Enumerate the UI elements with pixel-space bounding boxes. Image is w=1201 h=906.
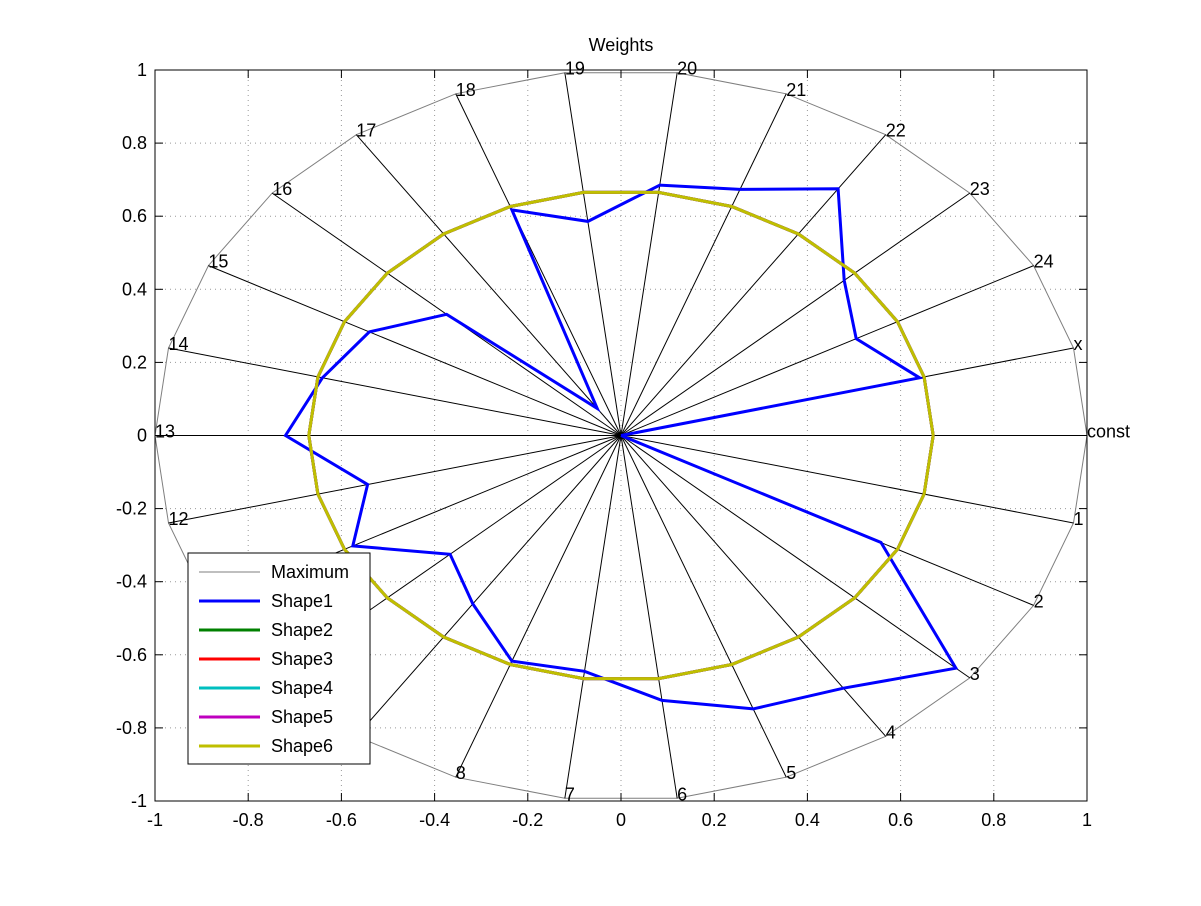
spoke-line (564, 435, 622, 799)
spoke-label: 22 (886, 121, 906, 141)
legend-label: Shape2 (271, 620, 333, 640)
spoke-line (620, 435, 678, 799)
spoke-label: 23 (970, 179, 990, 199)
spoke-label: 17 (356, 121, 376, 141)
x-tick-label: 0.8 (981, 810, 1006, 830)
spoke-line (620, 435, 887, 737)
x-tick-label: 1 (1082, 810, 1092, 830)
spoke-line (620, 134, 887, 436)
spoke-label: 7 (565, 784, 575, 804)
spoke-line (620, 265, 1034, 436)
y-tick-label: 0.2 (122, 352, 147, 372)
spoke-label: 2 (1034, 591, 1044, 611)
spoke-line (355, 435, 622, 737)
legend-label: Shape3 (271, 649, 333, 669)
y-tick-label: 0.4 (122, 279, 147, 299)
spoke-line (620, 93, 787, 436)
spoke-line (455, 435, 622, 778)
legend-items: Maximum Shape1 Shape2 Shape3 Shape4 Shape5 Sha… (199, 562, 349, 756)
spoke-line (620, 435, 1074, 524)
y-tick-label: -0.4 (116, 572, 147, 592)
spoke-label: 16 (272, 179, 292, 199)
legend-label: Shape1 (271, 591, 333, 611)
spoke-label: x (1073, 334, 1082, 354)
spoke-line (355, 134, 622, 436)
spoke-label: 15 (208, 252, 228, 272)
legend-label: Shape6 (271, 736, 333, 756)
y-tick-label: 0 (137, 426, 147, 446)
legend: Maximum Shape1 Shape2 Shape3 Shape4 Shape5 Sha… (187, 552, 371, 765)
spoke-label: 13 (155, 422, 175, 442)
tick-marks: -1 -0.8 -0.6 -0.4 -0.2 0 0.2 0.4 0.6 0.8 1 -1 -0.8 -0… (116, 60, 1092, 830)
x-tick-label: 0.4 (795, 810, 820, 830)
y-tick-label: -0.8 (116, 718, 147, 738)
spoke-label: 12 (169, 509, 189, 529)
spoke-line (168, 347, 622, 436)
series-line-shape6 (307, 190, 935, 681)
y-tick-label: -1 (131, 791, 147, 811)
spoke-label: 8 (456, 763, 466, 783)
x-tick-label: -0.8 (233, 810, 264, 830)
x-tick-label: -0.4 (419, 810, 450, 830)
spoke-label: 19 (565, 59, 585, 79)
spoke-line (455, 93, 622, 436)
legend-label: Maximum (271, 562, 349, 582)
spoke-line (620, 192, 971, 436)
x-tick-label: 0.2 (702, 810, 727, 830)
spoke-line (620, 435, 787, 778)
spoke-label: 21 (786, 80, 806, 100)
y-tick-label: 0.8 (122, 133, 147, 153)
spoke-label: 4 (886, 722, 896, 742)
x-tick-label: -1 (147, 810, 163, 830)
spoke-label: 1 (1073, 509, 1083, 529)
spoke-label: 14 (169, 334, 189, 354)
legend-label: Shape5 (271, 707, 333, 727)
spoke-line (620, 72, 678, 436)
series-line-shape1 (283, 183, 959, 711)
spoke-label: 24 (1034, 252, 1054, 272)
y-tick-label: 1 (137, 60, 147, 80)
series-lines (283, 183, 959, 711)
spoke-label: 5 (786, 763, 796, 783)
spoke-label: 6 (677, 784, 687, 804)
x-tick-label: -0.2 (512, 810, 543, 830)
spoke-label: 20 (677, 59, 697, 79)
legend-label: Shape4 (271, 678, 333, 698)
y-tick-label: -0.6 (116, 645, 147, 665)
y-tick-label: -0.2 (116, 499, 147, 519)
y-tick-label: 0.6 (122, 206, 147, 226)
spoke-line (620, 435, 971, 679)
spoke-label: 18 (456, 80, 476, 100)
x-tick-label: -0.6 (326, 810, 357, 830)
spoke-line (208, 265, 622, 436)
chart-title: Weights (589, 35, 654, 55)
spoke-label: const (1087, 422, 1130, 442)
spoke-label: 3 (970, 664, 980, 684)
x-tick-label: 0 (616, 810, 626, 830)
spoke-line (564, 72, 622, 436)
x-tick-label: 0.6 (888, 810, 913, 830)
spoke-line (168, 435, 622, 524)
